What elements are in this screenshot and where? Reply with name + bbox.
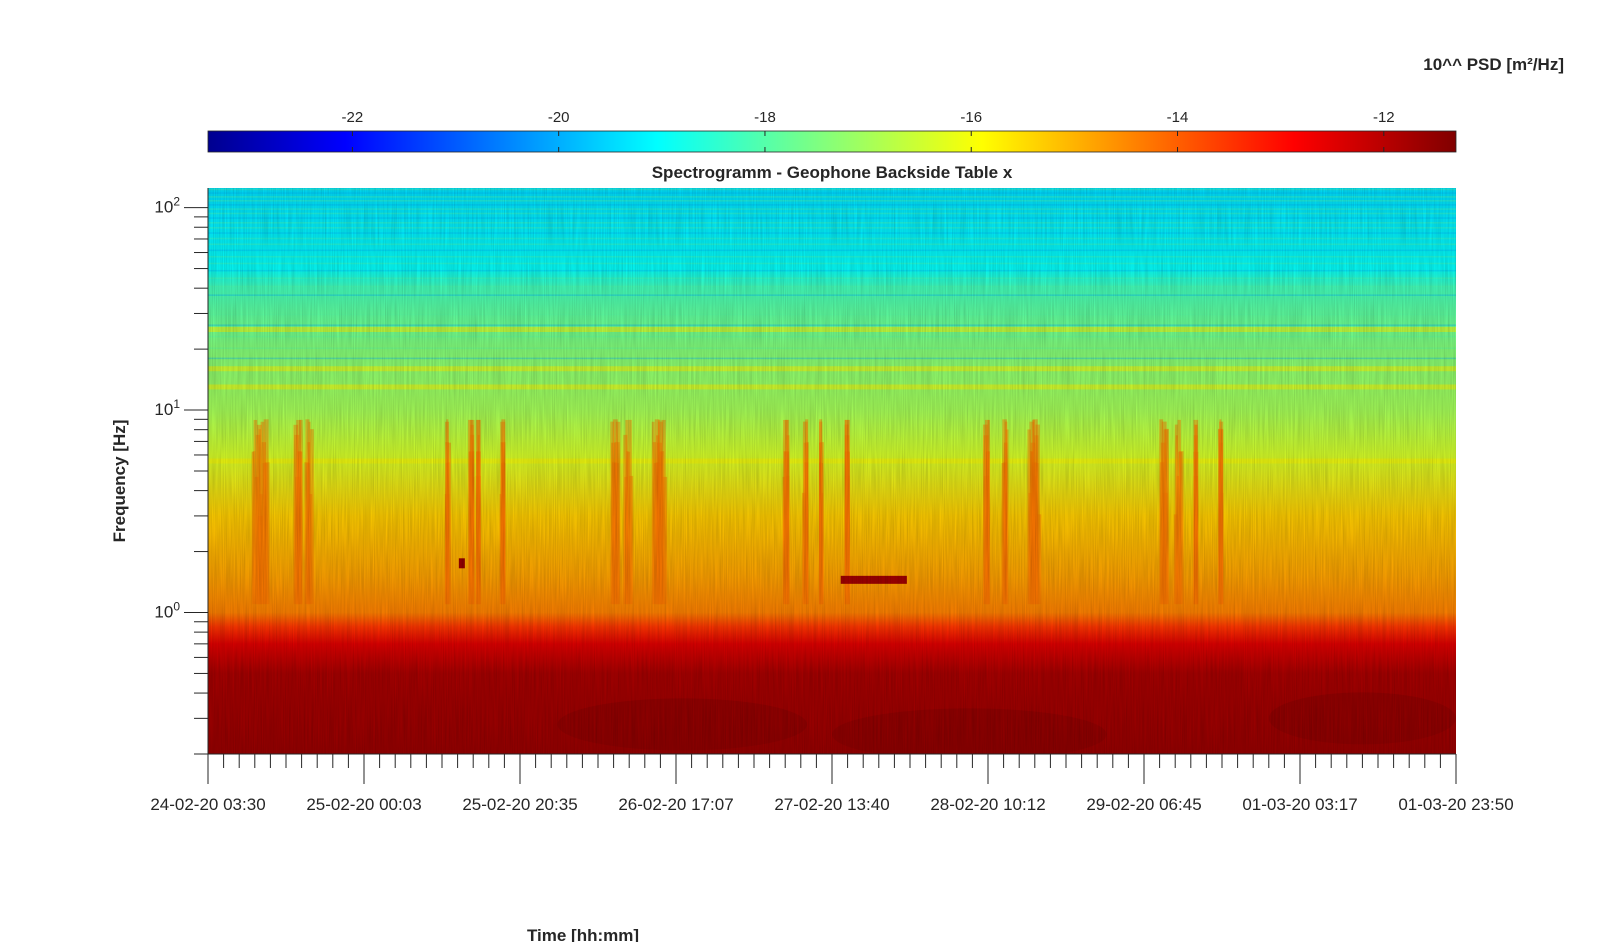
x-tick-label: 25-02-20 00:03 — [306, 795, 421, 814]
chart-title: Spectrogramm - Geophone Backside Table x — [652, 163, 1013, 182]
y-tick-label: 101 — [154, 397, 180, 419]
x-axis: 24-02-20 03:30 25-02-20 00:03 25-02-20 20:… — [150, 753, 1514, 814]
x-tick-label: 26-02-20 17:07 — [618, 795, 733, 814]
x-tick-label: 28-02-20 10:12 — [930, 795, 1045, 814]
x-axis-label: Time [hh:mm] — [527, 926, 639, 942]
x-tick-label: 27-02-20 13:40 — [774, 795, 889, 814]
x-tick-label: 25-02-20 20:35 — [462, 795, 577, 814]
y-axis: 100 101 102 — [154, 188, 209, 755]
colorbar-label: 10^^ PSD [m²/Hz] — [1423, 55, 1564, 74]
colorbar-tick-label: -20 — [548, 109, 570, 126]
spectrogram-plot-area — [208, 188, 1456, 754]
y-tick-label: 102 — [154, 195, 180, 217]
y-tick-label: 100 — [154, 600, 180, 622]
colorbar-tick-label: -14 — [1167, 109, 1189, 126]
colorbar-tick-label: -18 — [754, 109, 776, 126]
y-axis-label: Frequency [Hz] — [110, 420, 129, 543]
spectrogram-noise-texture — [208, 188, 1456, 754]
x-tick-label: 24-02-20 03:30 — [150, 795, 265, 814]
x-tick-label: 29-02-20 06:45 — [1086, 795, 1201, 814]
x-tick-label: 01-03-20 03:17 — [1242, 795, 1357, 814]
colorbar-tick-label: -16 — [960, 109, 982, 126]
colorbar-tick-label: -22 — [342, 109, 364, 126]
x-tick-label: 01-03-20 23:50 — [1398, 795, 1513, 814]
colorbar-gradient — [207, 130, 1457, 153]
colorbar: 10^^ PSD [m²/Hz] -22 -20 -18 -16 -14 -12 — [207, 55, 1564, 153]
colorbar-tick-label: -12 — [1373, 109, 1395, 126]
colorbar-ticks: -22 -20 -18 -16 -14 -12 — [342, 109, 1395, 152]
